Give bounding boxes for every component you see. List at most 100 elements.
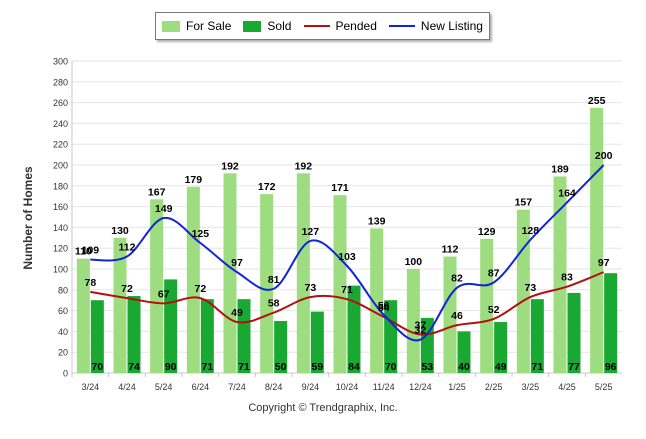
data-label-new-listing: 125 (192, 228, 210, 240)
legend-swatch-new-listing (388, 25, 415, 27)
data-label-pended: 37 (414, 320, 426, 332)
data-label-new-listing: 87 (488, 268, 500, 280)
data-label-sold: 71 (531, 361, 543, 373)
data-label-new-listing: 149 (155, 203, 173, 215)
data-label-pended: 67 (158, 288, 170, 300)
data-label-for-sale: 192 (221, 160, 239, 172)
legend-label-new-listing: New Listing (420, 19, 483, 33)
data-label-sold: 96 (605, 361, 617, 373)
x-tick-label: 2/25 (485, 382, 503, 392)
legend-item-for-sale: For Sale (162, 19, 231, 33)
x-tick-label: 12/24 (409, 382, 432, 392)
bar-for-sale (406, 269, 420, 373)
bar-for-sale (590, 107, 604, 374)
data-label-new-listing: 164 (558, 187, 576, 199)
data-label-pended: 58 (268, 298, 280, 310)
bar-sold (310, 311, 324, 373)
x-tick-label: 5/25 (595, 382, 613, 392)
data-label-new-listing: 103 (338, 251, 356, 263)
y-tick-label: 100 (53, 265, 68, 275)
data-label-for-sale: 192 (295, 160, 313, 172)
data-label-for-sale: 172 (258, 181, 276, 193)
y-tick-label: 180 (53, 181, 68, 191)
bar-sold (347, 285, 361, 373)
y-tick-label: 300 (53, 57, 68, 67)
x-tick-label: 3/24 (82, 382, 100, 392)
legend-item-pended: Pended (303, 19, 377, 33)
data-label-new-listing: 112 (119, 242, 136, 254)
data-label-for-sale: 167 (148, 186, 166, 198)
bar-sold (420, 317, 434, 373)
data-label-sold: 40 (458, 361, 470, 373)
y-tick-label: 220 (53, 140, 68, 150)
bar-sold (127, 296, 141, 373)
data-label-pended: 54 (378, 302, 390, 314)
data-label-new-listing: 56 (378, 300, 390, 312)
bar-sold (274, 321, 288, 373)
bar-for-sale (76, 258, 90, 373)
bar-for-sale (186, 186, 200, 373)
data-label-pended: 71 (341, 284, 353, 296)
data-label-pended: 97 (598, 257, 610, 269)
data-label-sold: 59 (311, 361, 323, 373)
data-label-pended: 46 (451, 310, 463, 322)
bar-for-sale (223, 173, 237, 373)
data-label-pended: 78 (84, 277, 96, 289)
data-label-pended: 72 (194, 283, 206, 295)
legend-item-new-listing: New Listing (388, 19, 483, 33)
x-tick-label: 11/24 (373, 382, 395, 392)
data-label-pended: 52 (488, 304, 500, 316)
bar-for-sale (443, 256, 457, 373)
data-label-pended: 73 (524, 282, 536, 294)
y-tick-label: 280 (53, 77, 68, 87)
data-label-for-sale: 157 (515, 197, 533, 209)
y-tick-label: 200 (53, 161, 68, 171)
y-tick-label: 140 (53, 223, 68, 233)
bar-for-sale (370, 228, 384, 373)
bar-for-sale (296, 173, 310, 373)
data-label-new-listing: 127 (302, 226, 320, 238)
data-label-sold: 74 (128, 361, 140, 373)
data-label-sold: 70 (385, 361, 397, 373)
data-label-for-sale: 110 (75, 246, 92, 258)
x-tick-label: 7/24 (228, 382, 246, 392)
legend-label-sold: Sold (267, 19, 292, 33)
data-label-sold: 77 (568, 361, 580, 373)
data-label-for-sale: 179 (185, 174, 203, 186)
bar-sold (494, 322, 508, 373)
y-tick-label: 260 (53, 98, 68, 108)
data-label-pended: 49 (231, 307, 243, 319)
data-label-new-listing: 109 (82, 245, 100, 257)
data-label-sold: 49 (495, 361, 507, 373)
data-label-sold: 70 (91, 361, 103, 373)
data-label-pended: 83 (561, 272, 573, 284)
legend: For Sale Sold Pended New Listing (155, 12, 490, 40)
data-label-for-sale: 129 (478, 226, 496, 238)
bar-sold (457, 331, 471, 373)
data-label-new-listing: 128 (522, 225, 540, 237)
bar-sold (567, 292, 581, 373)
bar-for-sale (516, 209, 530, 373)
bar-for-sale (113, 237, 127, 373)
data-label-new-listing: 32 (414, 325, 426, 337)
data-label-sold: 84 (348, 361, 360, 373)
bar-sold (237, 299, 251, 373)
data-label-pended: 73 (304, 282, 316, 294)
data-label-sold: 71 (201, 361, 213, 373)
x-tick-label: 5/24 (155, 382, 173, 392)
y-tick-label: 0 (63, 369, 68, 379)
data-label-sold: 71 (238, 361, 250, 373)
legend-swatch-pended (303, 25, 330, 27)
y-tick-label: 240 (53, 119, 68, 129)
data-label-new-listing: 81 (268, 274, 280, 286)
data-label-new-listing: 97 (231, 257, 243, 269)
y-axis-label: Number of Homes (21, 166, 35, 270)
bar-for-sale (260, 194, 274, 373)
data-label-new-listing: 200 (595, 150, 613, 162)
x-tick-label: 8/24 (265, 382, 283, 392)
data-label-sold: 90 (165, 361, 177, 373)
legend-swatch-for-sale (162, 20, 181, 32)
data-label-for-sale: 139 (368, 215, 386, 227)
y-tick-label: 160 (53, 202, 68, 212)
